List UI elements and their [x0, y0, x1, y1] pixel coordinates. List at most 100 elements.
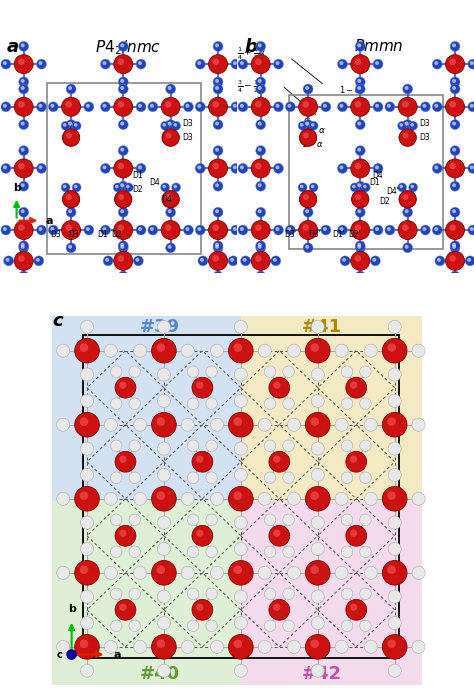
Circle shape [165, 132, 172, 139]
Circle shape [350, 604, 357, 611]
Circle shape [206, 546, 218, 558]
Circle shape [356, 84, 365, 94]
Circle shape [228, 486, 253, 511]
Circle shape [311, 185, 315, 188]
Circle shape [228, 256, 238, 266]
Circle shape [136, 164, 146, 173]
Circle shape [233, 61, 237, 65]
Circle shape [255, 255, 262, 262]
Circle shape [311, 394, 324, 407]
Circle shape [273, 59, 283, 69]
Circle shape [138, 227, 142, 231]
Circle shape [357, 243, 361, 247]
Circle shape [86, 104, 90, 108]
Circle shape [21, 243, 25, 247]
Circle shape [120, 44, 124, 47]
Circle shape [275, 227, 280, 231]
Circle shape [114, 252, 133, 270]
Circle shape [351, 97, 370, 116]
Circle shape [215, 209, 219, 213]
Circle shape [283, 440, 294, 452]
Circle shape [275, 61, 280, 65]
Circle shape [118, 77, 128, 87]
Circle shape [450, 146, 460, 156]
Circle shape [68, 209, 72, 213]
Circle shape [231, 102, 241, 112]
Circle shape [210, 492, 224, 505]
Circle shape [251, 252, 270, 270]
Circle shape [310, 640, 319, 648]
Text: a: a [45, 216, 53, 225]
Circle shape [14, 159, 33, 178]
Circle shape [298, 121, 307, 130]
Circle shape [114, 220, 133, 240]
Circle shape [80, 565, 88, 574]
Circle shape [238, 59, 248, 69]
Circle shape [339, 61, 344, 65]
Circle shape [66, 132, 72, 139]
Circle shape [185, 104, 190, 108]
Circle shape [356, 42, 365, 51]
Circle shape [215, 245, 219, 249]
Circle shape [196, 455, 203, 463]
Circle shape [432, 59, 442, 69]
Text: $\frac{1}{4}+\frac{1}{2}\alpha$: $\frac{1}{4}+\frac{1}{2}\alpha$ [237, 45, 266, 62]
Circle shape [84, 225, 94, 235]
Circle shape [264, 546, 276, 558]
Circle shape [450, 42, 460, 51]
Text: D4: D4 [161, 195, 172, 204]
Circle shape [196, 529, 203, 537]
Circle shape [118, 255, 124, 262]
Circle shape [373, 258, 376, 262]
Circle shape [450, 181, 460, 191]
Circle shape [432, 102, 442, 112]
Circle shape [234, 590, 247, 603]
Circle shape [161, 97, 180, 116]
Circle shape [228, 338, 253, 363]
Circle shape [212, 101, 219, 107]
Circle shape [264, 620, 276, 631]
Circle shape [115, 525, 136, 546]
Circle shape [335, 492, 348, 505]
Circle shape [341, 398, 353, 410]
Circle shape [446, 252, 465, 270]
Circle shape [110, 588, 122, 599]
Circle shape [410, 123, 414, 127]
Text: D1: D1 [97, 230, 108, 239]
Circle shape [209, 220, 228, 240]
Circle shape [104, 344, 118, 357]
Circle shape [152, 412, 176, 437]
Circle shape [285, 225, 295, 235]
Circle shape [75, 486, 100, 511]
Circle shape [157, 590, 171, 603]
Circle shape [120, 86, 124, 90]
Circle shape [120, 79, 124, 83]
Circle shape [210, 566, 224, 579]
Circle shape [3, 104, 7, 108]
Circle shape [351, 55, 370, 73]
Circle shape [115, 451, 136, 472]
Text: $P4_2/nmc$: $P4_2/nmc$ [95, 38, 161, 57]
Circle shape [118, 194, 124, 200]
Circle shape [66, 207, 76, 217]
Circle shape [234, 491, 242, 500]
Circle shape [373, 225, 383, 235]
Circle shape [102, 227, 107, 231]
Circle shape [311, 468, 324, 482]
Text: c: c [53, 313, 63, 331]
Circle shape [388, 664, 401, 677]
Circle shape [110, 366, 122, 378]
Circle shape [215, 121, 219, 125]
Circle shape [302, 101, 309, 107]
Circle shape [110, 546, 122, 558]
Circle shape [36, 225, 46, 235]
Circle shape [335, 640, 348, 653]
Text: D3': D3' [284, 230, 297, 239]
Circle shape [129, 366, 140, 378]
Circle shape [356, 271, 365, 281]
Circle shape [251, 159, 270, 178]
Circle shape [355, 255, 361, 262]
Circle shape [34, 256, 44, 266]
Circle shape [400, 123, 403, 127]
Circle shape [300, 185, 303, 188]
